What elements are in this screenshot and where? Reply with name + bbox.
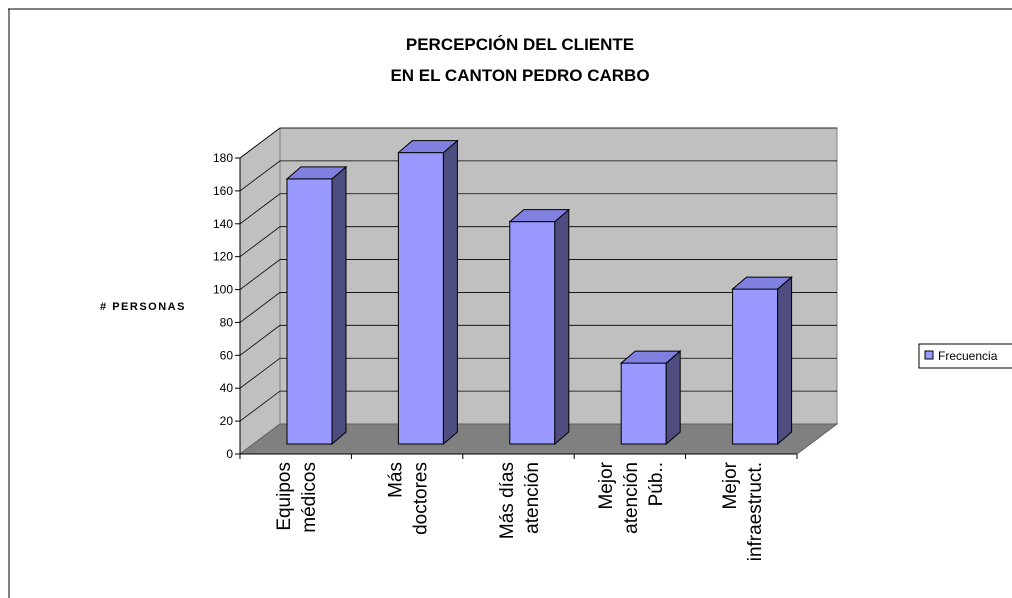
legend-box	[918, 343, 1012, 369]
bar	[508, 208, 571, 446]
x-tick-label: atención	[621, 462, 642, 534]
gridline	[239, 259, 837, 290]
bar-top	[508, 209, 571, 223]
x-axis	[239, 453, 798, 459]
bar-front	[620, 362, 667, 445]
y-tick-label: 20	[220, 414, 234, 428]
bar-side	[777, 275, 793, 446]
bar-top	[397, 140, 459, 154]
bar	[619, 349, 682, 446]
bar-side	[554, 208, 570, 446]
x-tick-label: médicos	[299, 462, 320, 533]
bar-front	[509, 221, 556, 445]
bar-side	[665, 349, 681, 446]
y-tick-label: 140	[213, 217, 233, 231]
y-tick-label: 120	[213, 250, 233, 264]
bar	[397, 139, 459, 446]
gridline	[239, 292, 837, 323]
x-tick-label: Mejor	[720, 461, 741, 509]
y-tick-label: 160	[213, 184, 233, 198]
x-tick-label: atención	[522, 462, 543, 534]
gridline	[239, 226, 837, 257]
gridline	[239, 160, 837, 192]
x-tick-label: Mejor	[596, 461, 617, 509]
y-tick-label: 100	[213, 283, 233, 297]
y-axis-title: # PERSONAS	[100, 301, 186, 313]
y-axis: 0 20 40 60 80 100 120 140 160 180	[213, 151, 241, 461]
chart-title-line-1: PERCEPCIÓN DEL CLIENTE	[406, 35, 634, 54]
y-tick-label: 180	[213, 151, 233, 165]
bar	[285, 165, 348, 446]
y-tick-label: 60	[220, 348, 234, 362]
bar-side	[331, 165, 347, 446]
legend: Frecuencia	[918, 343, 1012, 369]
chart-title-line-2: EN EL CANTON PEDRO CARBO	[390, 66, 649, 85]
x-tick-label: doctores	[411, 462, 432, 535]
legend-label: Frecuencia	[938, 349, 998, 363]
x-tick-label: Púb..	[646, 462, 667, 506]
x-tick-label: Más	[386, 462, 407, 498]
bar-side	[442, 139, 458, 446]
y-tick-label: 40	[220, 381, 234, 395]
x-tick-labels: Equipos médicos Más doctores Más días atenció…	[274, 461, 766, 561]
bar-top	[619, 350, 682, 364]
y-tick-label: 80	[220, 315, 234, 329]
bar-top	[285, 166, 348, 180]
gridlines	[239, 127, 837, 422]
gridline	[239, 324, 837, 356]
chart-side-wall	[239, 127, 281, 455]
bars	[285, 139, 793, 446]
gridline	[239, 127, 837, 159]
gridline	[239, 193, 837, 225]
y-tick-label: 0	[226, 447, 233, 461]
bar	[731, 275, 793, 446]
bar-front	[397, 152, 444, 445]
bar-top	[731, 276, 793, 290]
legend-swatch	[924, 350, 934, 360]
bar-front	[286, 178, 333, 445]
x-tick-label: Más días	[497, 462, 518, 539]
bar-front	[732, 288, 779, 445]
x-tick-label: infraestruct.	[745, 462, 766, 561]
x-tick-label: Equipos	[274, 462, 295, 531]
